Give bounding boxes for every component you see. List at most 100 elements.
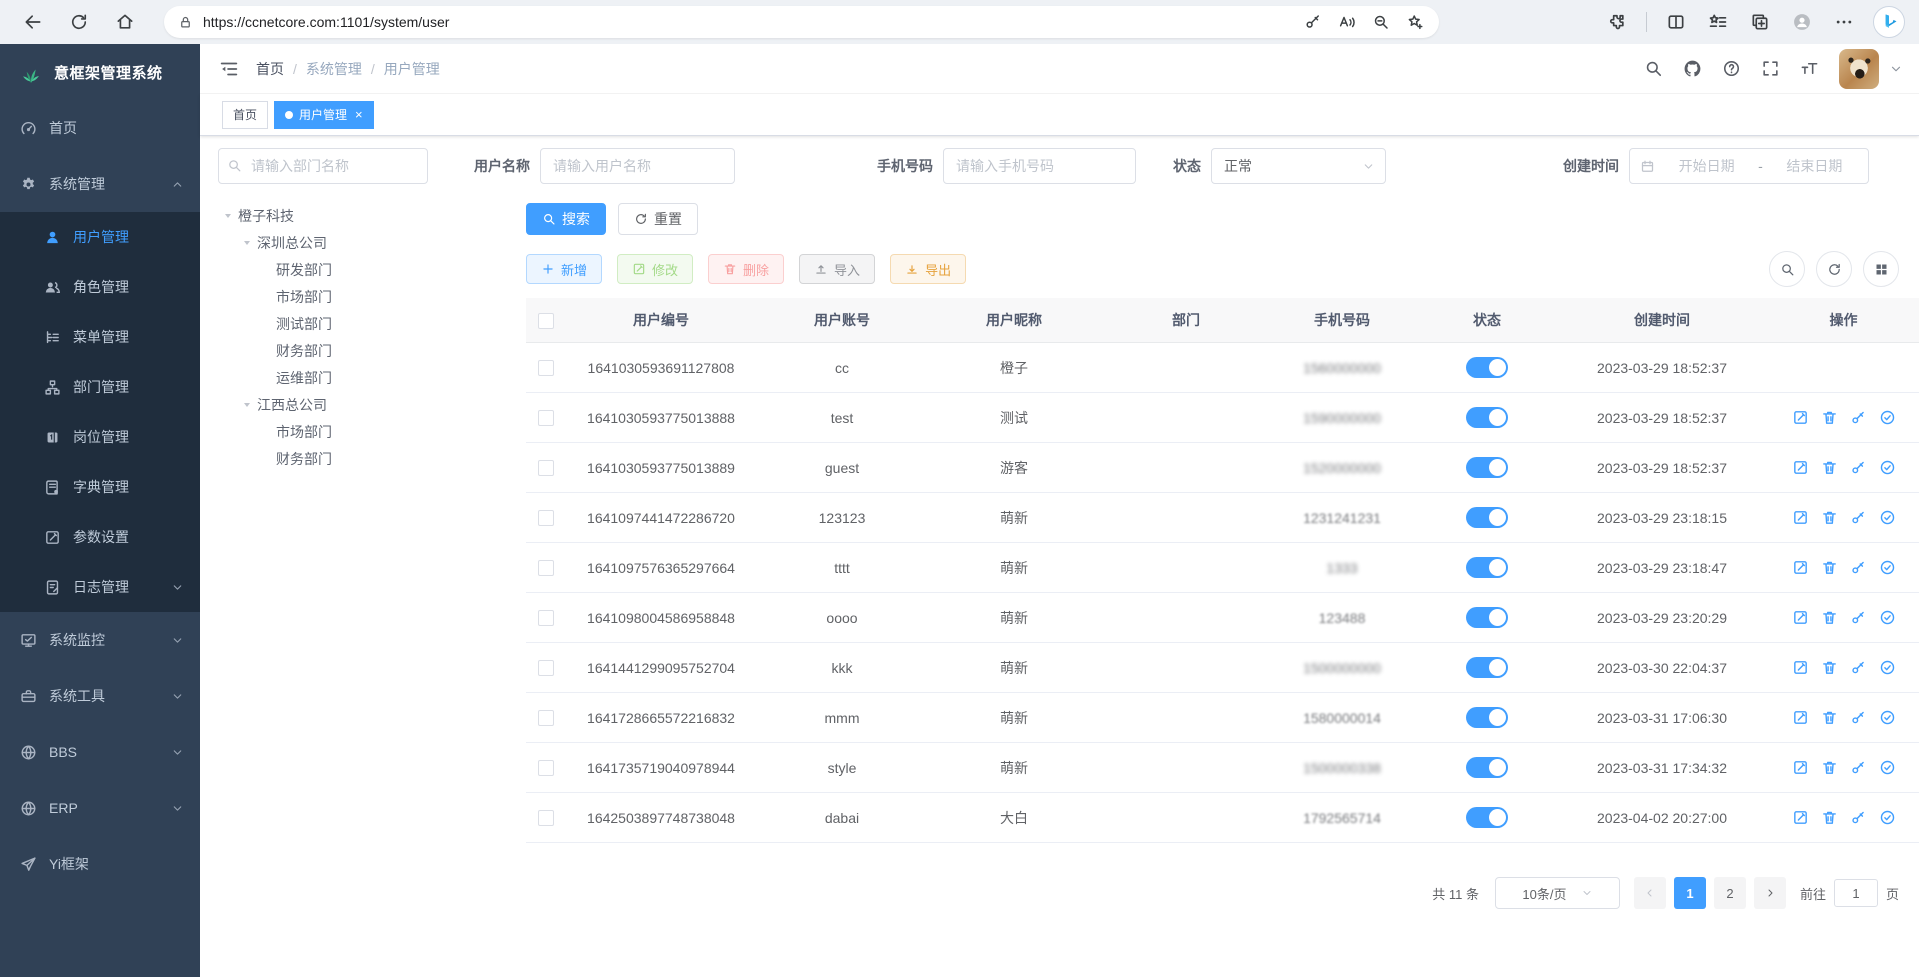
sidebar-item-erp[interactable]: ERP [0, 780, 200, 836]
edit-icon[interactable] [1792, 509, 1809, 526]
copilot-icon[interactable] [1873, 6, 1905, 38]
delete-icon[interactable] [1821, 659, 1838, 676]
row-checkbox[interactable] [538, 510, 554, 527]
export-button[interactable]: 导出 [890, 254, 967, 284]
status-toggle[interactable] [1466, 757, 1508, 778]
dept-search-input[interactable] [218, 148, 428, 184]
page-button-2[interactable]: 2 [1713, 877, 1746, 909]
reset-password-icon[interactable] [1850, 459, 1867, 476]
status-toggle[interactable] [1466, 407, 1508, 428]
fullscreen-icon[interactable] [1755, 53, 1786, 84]
breadcrumb-home[interactable]: 首页 [256, 60, 284, 77]
tree-node[interactable]: 运维部门 [218, 364, 448, 391]
star-plus-icon[interactable] [1406, 13, 1424, 31]
sidebar-item-dept-mgmt[interactable]: 部门管理 [0, 362, 200, 412]
assign-role-icon[interactable] [1879, 459, 1896, 476]
row-checkbox[interactable] [538, 410, 554, 427]
delete-icon[interactable] [1821, 809, 1838, 826]
tree-expand-icon[interactable] [241, 399, 253, 411]
tree-node[interactable]: 市场部门 [218, 418, 448, 445]
delete-icon[interactable] [1821, 559, 1838, 576]
select-all-checkbox[interactable] [538, 312, 554, 329]
row-checkbox[interactable] [538, 360, 554, 377]
split-screen-icon[interactable] [1666, 12, 1686, 32]
phone-input[interactable] [943, 148, 1136, 184]
tag-user-mgmt[interactable]: 用户管理 × [274, 100, 374, 129]
sidebar-item-system-monitor[interactable]: 系统监控 [0, 612, 200, 668]
reset-password-icon[interactable] [1850, 409, 1867, 426]
key-icon[interactable] [1304, 13, 1322, 31]
tree-node[interactable]: 江西总公司 [218, 391, 448, 418]
sidebar-item-dict-mgmt[interactable]: 字典管理 [0, 462, 200, 512]
browser-back-icon[interactable] [23, 12, 43, 32]
help-icon[interactable] [1716, 53, 1747, 84]
assign-role-icon[interactable] [1879, 409, 1896, 426]
status-toggle[interactable] [1466, 457, 1508, 478]
edit-icon[interactable] [1792, 759, 1809, 776]
assign-role-icon[interactable] [1879, 659, 1896, 676]
edit-button[interactable]: 修改 [617, 254, 694, 284]
edit-icon[interactable] [1792, 659, 1809, 676]
profile-icon[interactable] [1792, 12, 1812, 32]
assign-role-icon[interactable] [1879, 509, 1896, 526]
browser-reload-icon[interactable] [69, 12, 89, 32]
sidebar-item-home[interactable]: 首页 [0, 100, 200, 156]
assign-role-icon[interactable] [1879, 709, 1896, 726]
goto-page-input[interactable] [1833, 879, 1878, 907]
avatar-caret-icon[interactable] [1889, 62, 1903, 76]
browser-home-icon[interactable] [115, 12, 135, 32]
favorites-bar-icon[interactable] [1708, 12, 1728, 32]
tree-node[interactable]: 橙子科技 [218, 202, 448, 229]
sidebar-item-system-mgmt[interactable]: 系统管理 [0, 156, 200, 212]
row-checkbox[interactable] [538, 560, 554, 577]
sidebar-item-post-mgmt[interactable]: 岗位管理 [0, 412, 200, 462]
delete-icon[interactable] [1821, 459, 1838, 476]
row-checkbox[interactable] [538, 710, 554, 727]
row-checkbox[interactable] [538, 660, 554, 677]
edit-icon[interactable] [1792, 809, 1809, 826]
table-search-button[interactable] [1769, 251, 1805, 287]
tree-expand-icon[interactable] [241, 237, 253, 249]
reset-password-icon[interactable] [1850, 709, 1867, 726]
row-checkbox[interactable] [538, 610, 554, 627]
assign-role-icon[interactable] [1879, 609, 1896, 626]
reset-password-icon[interactable] [1850, 559, 1867, 576]
delete-icon[interactable] [1821, 409, 1838, 426]
tree-node[interactable]: 财务部门 [218, 337, 448, 364]
sidebar-item-log-mgmt[interactable]: 日志管理 [0, 562, 200, 612]
sidebar-item-user-mgmt[interactable]: 用户管理 [0, 212, 200, 262]
add-button[interactable]: 新增 [526, 254, 603, 284]
assign-role-icon[interactable] [1879, 759, 1896, 776]
breadcrumb-system[interactable]: 系统管理 [305, 60, 362, 77]
tag-close-icon[interactable]: × [355, 107, 363, 122]
tag-home[interactable]: 首页 [222, 100, 269, 129]
delete-button[interactable]: 删除 [708, 254, 785, 284]
font-size-icon[interactable] [1794, 53, 1825, 84]
reset-password-icon[interactable] [1850, 509, 1867, 526]
search-button[interactable]: 搜索 [526, 203, 606, 235]
puzzle-icon[interactable] [1607, 12, 1627, 32]
reset-password-icon[interactable] [1850, 759, 1867, 776]
status-toggle[interactable] [1466, 807, 1508, 828]
delete-icon[interactable] [1821, 759, 1838, 776]
status-toggle[interactable] [1466, 607, 1508, 628]
github-icon[interactable] [1677, 53, 1708, 84]
column-settings-button[interactable] [1863, 251, 1899, 287]
table-refresh-button[interactable] [1816, 251, 1852, 287]
edit-icon[interactable] [1792, 609, 1809, 626]
row-checkbox[interactable] [538, 810, 554, 827]
tree-expand-icon[interactable] [222, 210, 234, 222]
prev-page-button[interactable] [1633, 877, 1666, 909]
created-date-range[interactable]: 开始日期 - 结束日期 [1629, 148, 1869, 184]
delete-icon[interactable] [1821, 509, 1838, 526]
status-toggle[interactable] [1466, 707, 1508, 728]
reset-password-icon[interactable] [1850, 809, 1867, 826]
reset-password-icon[interactable] [1850, 609, 1867, 626]
delete-icon[interactable] [1821, 709, 1838, 726]
more-icon[interactable] [1834, 12, 1854, 32]
edit-icon[interactable] [1792, 459, 1809, 476]
sidebar-item-bbs[interactable]: BBS [0, 724, 200, 780]
sidebar-item-yi-framework[interactable]: Yi框架 [0, 836, 200, 892]
sidebar-item-system-tools[interactable]: 系统工具 [0, 668, 200, 724]
sidebar-item-param-setting[interactable]: 参数设置 [0, 512, 200, 562]
